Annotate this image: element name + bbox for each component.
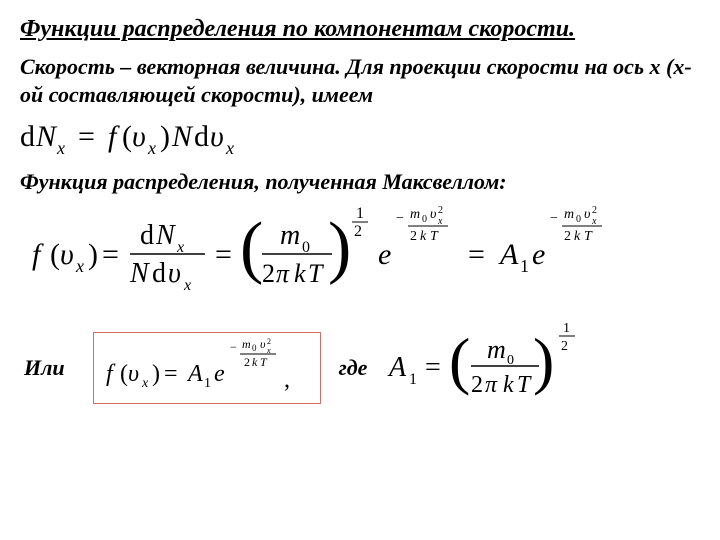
- svg-text:m: m: [410, 207, 420, 222]
- intro-paragraph: Скорость – векторная величина. Для проек…: [20, 53, 700, 108]
- svg-text:k: k: [420, 229, 427, 244]
- svg-text:υ: υ: [260, 337, 266, 351]
- svg-text:2: 2: [561, 339, 568, 354]
- svg-text:m: m: [487, 335, 506, 364]
- svg-text:(: (: [120, 361, 128, 387]
- svg-text:N: N: [155, 220, 176, 251]
- svg-text:1: 1: [409, 371, 417, 388]
- svg-text:2: 2: [410, 229, 417, 244]
- svg-text:A: A: [387, 352, 407, 383]
- svg-text:0: 0: [576, 214, 581, 225]
- svg-text:N: N: [35, 120, 58, 153]
- svg-text:k: k: [503, 372, 514, 398]
- svg-text:,: ,: [284, 367, 290, 393]
- svg-text:d: d: [20, 120, 35, 153]
- svg-text:υ: υ: [210, 120, 224, 153]
- svg-text:−: −: [230, 340, 237, 354]
- svg-text:x: x: [56, 138, 65, 158]
- svg-text:−: −: [396, 211, 404, 226]
- svg-text:T: T: [260, 355, 268, 369]
- svg-text:=: =: [215, 238, 232, 271]
- svg-text:π: π: [485, 372, 498, 398]
- svg-text:1: 1: [356, 205, 364, 222]
- svg-text:A: A: [186, 361, 203, 387]
- svg-text:k: k: [252, 355, 258, 369]
- svg-text:e: e: [378, 238, 391, 271]
- svg-text:=: =: [102, 238, 119, 271]
- svg-text:υ: υ: [132, 120, 146, 153]
- svg-text:x: x: [437, 216, 443, 227]
- svg-text:1: 1: [563, 321, 570, 336]
- svg-text:2: 2: [438, 205, 443, 216]
- svg-text:T: T: [584, 229, 593, 244]
- equation-2: f ( υ x ) = d N x N d υ x = ( m 0 2 π k …: [30, 202, 700, 312]
- svg-text:T: T: [517, 372, 532, 398]
- svg-text:(: (: [122, 120, 132, 153]
- svg-text:x: x: [225, 138, 234, 158]
- svg-text:π: π: [276, 259, 290, 288]
- svg-text:υ: υ: [168, 258, 181, 289]
- svg-text:N: N: [129, 258, 150, 289]
- svg-text:x: x: [183, 277, 191, 294]
- svg-text:2: 2: [262, 259, 275, 288]
- paragraph-2: Функция распределения, полученная Максве…: [20, 168, 700, 196]
- svg-text:d: d: [140, 220, 154, 251]
- svg-text:=: =: [78, 120, 95, 153]
- svg-text:υ: υ: [128, 361, 139, 387]
- equation-3-box: f ( υ x ) = A 1 e − m 0 υ 2 x 2 k: [93, 332, 321, 404]
- svg-text:f: f: [32, 238, 44, 271]
- svg-text:0: 0: [422, 214, 427, 225]
- svg-text:2: 2: [471, 372, 483, 398]
- svg-text:): ): [160, 120, 170, 153]
- svg-text:f: f: [108, 120, 120, 153]
- gde-label: где: [339, 355, 368, 381]
- svg-text:N: N: [171, 120, 194, 153]
- equation-4: A 1 = ( m 0 2 π k T ) 1 2: [385, 318, 615, 418]
- svg-text:e: e: [214, 361, 225, 387]
- svg-text:): ): [533, 325, 554, 396]
- svg-text:d: d: [194, 120, 209, 153]
- svg-text:f: f: [106, 361, 116, 387]
- svg-text:x: x: [591, 216, 597, 227]
- svg-text:2: 2: [244, 355, 250, 369]
- svg-text:x: x: [75, 256, 84, 276]
- svg-text:=: =: [164, 361, 178, 387]
- svg-text:1: 1: [520, 256, 529, 276]
- svg-text:υ: υ: [430, 207, 436, 222]
- svg-text:υ: υ: [60, 238, 74, 271]
- svg-text:−: −: [550, 211, 558, 226]
- svg-text:0: 0: [252, 343, 257, 353]
- svg-text:m: m: [242, 337, 251, 351]
- svg-text:): ): [328, 209, 351, 286]
- svg-text:T: T: [430, 229, 439, 244]
- svg-text:d: d: [152, 258, 166, 289]
- equation-1: d N x = f ( υ x ) N d υ x: [20, 116, 700, 158]
- svg-text:T: T: [308, 259, 324, 288]
- page-title: Функции распределения по компонентам ско…: [20, 16, 700, 43]
- svg-text:): ): [88, 238, 98, 271]
- ili-label: Или: [24, 355, 65, 381]
- svg-text:x: x: [147, 138, 156, 158]
- svg-text:): ): [152, 361, 160, 387]
- equation-row-3: Или f ( υ x ) = A 1 e − m 0 υ 2 x: [20, 318, 700, 418]
- svg-text:x: x: [141, 376, 149, 391]
- svg-text:2: 2: [354, 223, 362, 240]
- svg-text:(: (: [449, 325, 470, 396]
- svg-text:e: e: [532, 238, 545, 271]
- svg-text:m: m: [564, 207, 574, 222]
- svg-text:k: k: [574, 229, 581, 244]
- svg-text:=: =: [425, 352, 441, 383]
- svg-text:2: 2: [592, 205, 597, 216]
- svg-text:=: =: [468, 238, 485, 271]
- svg-text:k: k: [294, 259, 306, 288]
- svg-text:2: 2: [564, 229, 571, 244]
- svg-text:2: 2: [267, 337, 271, 346]
- svg-text:(: (: [240, 209, 263, 286]
- svg-text:m: m: [280, 220, 300, 251]
- svg-text:A: A: [498, 238, 519, 271]
- svg-text:1: 1: [204, 376, 211, 391]
- svg-text:υ: υ: [584, 207, 590, 222]
- svg-text:(: (: [50, 238, 60, 271]
